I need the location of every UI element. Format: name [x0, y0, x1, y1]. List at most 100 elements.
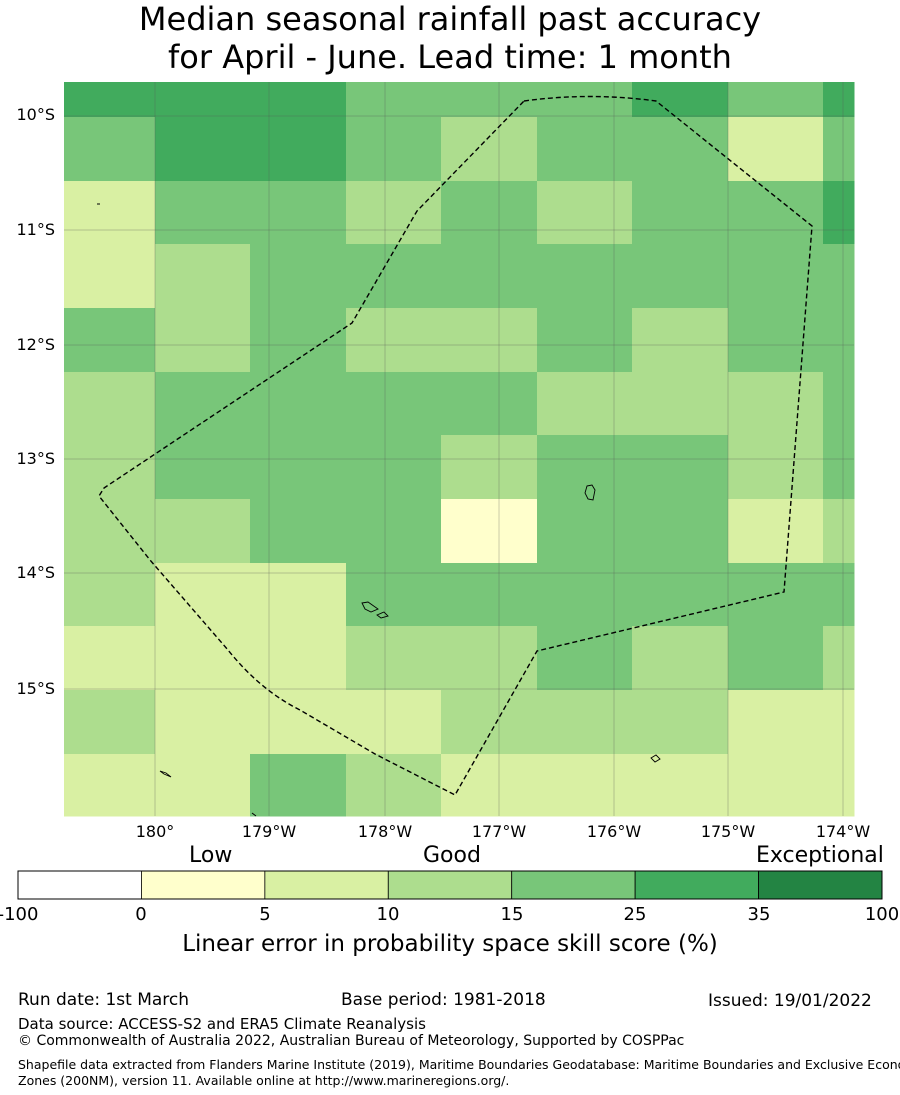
lat-label: 12°S — [16, 335, 55, 354]
colorbar-tick: 100 — [865, 904, 899, 925]
colorbar-bin — [511, 870, 636, 900]
grid-cell — [441, 181, 538, 245]
grid-cell — [155, 244, 251, 309]
colorbar-bin — [387, 870, 513, 900]
grid-cell — [823, 117, 855, 182]
grid-cell — [632, 181, 729, 245]
grid-cell — [537, 754, 633, 817]
grid-cell — [346, 308, 442, 373]
grid-cell — [537, 563, 633, 627]
grid-cell — [346, 117, 442, 182]
colorbar-tick: 5 — [259, 904, 270, 925]
shapefile-credit-line-1: Shapefile data extracted from Flanders M… — [18, 1057, 900, 1072]
grid-cell — [64, 690, 156, 755]
grid-cell — [64, 563, 156, 627]
grid-cell — [632, 372, 729, 436]
grid-cell — [346, 435, 442, 500]
grid-cell — [346, 626, 442, 691]
grid-cell — [346, 82, 442, 118]
colorbar-title: Linear error in probability space skill … — [182, 931, 718, 957]
title-line-2: for April - June. Lead time: 1 month — [168, 38, 732, 76]
island-icon — [376, 611, 389, 619]
lon-label: 179°W — [242, 822, 297, 841]
grid-cell — [441, 563, 538, 627]
lon-label: 174°W — [816, 822, 871, 841]
grid-cell — [155, 499, 251, 564]
colorbar-tick: -100 — [0, 904, 38, 925]
grid-cell — [537, 308, 633, 373]
lon-label: 176°W — [587, 822, 642, 841]
grid-cell — [441, 82, 538, 118]
grid-cell — [250, 499, 347, 564]
grid-cell — [728, 244, 824, 309]
colorbar — [17, 870, 883, 900]
grid-cell — [155, 563, 251, 627]
chart-title: Median seasonal rainfall past accuracy f… — [0, 0, 900, 76]
colorbar-tick: 10 — [377, 904, 400, 925]
grid-cell — [250, 372, 347, 436]
shapefile-credit-line-2: Zones (200NM), version 11. Available onl… — [18, 1073, 510, 1088]
lat-label: 11°S — [16, 220, 55, 239]
grid-cell — [155, 181, 251, 245]
grid-cell — [823, 82, 855, 118]
grid-cell — [823, 626, 855, 691]
grid-cell — [632, 563, 729, 627]
grid-cell — [441, 244, 538, 309]
colorbar-tick: 35 — [748, 904, 771, 925]
grid-cell — [250, 244, 347, 309]
run-date: Run date: 1st March — [18, 990, 190, 1010]
grid-cell — [632, 244, 729, 309]
legend-exceptional: Exceptional — [756, 843, 884, 868]
grid-cell — [250, 754, 347, 817]
grid-cell — [64, 117, 156, 182]
grid-cell — [823, 499, 855, 564]
grid-cell — [632, 499, 729, 564]
grid-cell — [823, 308, 855, 373]
grid-cell — [823, 690, 855, 755]
grid-cell — [155, 117, 251, 182]
grid-cell — [250, 82, 347, 118]
lat-label: 15°S — [16, 679, 55, 698]
lon-label: 177°W — [472, 822, 527, 841]
grid-cell — [441, 435, 538, 500]
grid-cell — [728, 499, 824, 564]
island-icon — [251, 812, 257, 817]
colorbar-bin — [758, 870, 883, 900]
grid-cell — [250, 117, 347, 182]
lat-label: 13°S — [16, 449, 55, 468]
grid-cell — [728, 372, 824, 436]
title-line-1: Median seasonal rainfall past accuracy — [138, 0, 762, 38]
lon-label: 178°W — [358, 822, 413, 841]
grid-cell — [64, 754, 156, 817]
colorbar-bin — [634, 870, 759, 900]
grid-cell — [441, 754, 538, 817]
grid-cell — [346, 754, 442, 817]
grid-cell — [346, 372, 442, 436]
grid-cell — [64, 308, 156, 373]
island-icon — [159, 770, 172, 778]
grid-cell — [250, 308, 347, 373]
grid-cell — [64, 181, 156, 245]
grid-cell — [823, 435, 855, 500]
grid-cell — [250, 181, 347, 245]
issued-date: Issued: 19/01/2022 — [708, 991, 872, 1011]
lon-label: 180° — [136, 822, 175, 841]
lat-label: 14°S — [16, 563, 55, 582]
island-icon — [361, 601, 379, 613]
grid-cell — [728, 117, 824, 182]
lon-label: 175°W — [701, 822, 756, 841]
grid-cell — [537, 181, 633, 245]
grid-cell — [632, 308, 729, 373]
data-source: Data source: ACCESS-S2 and ERA5 Climate … — [18, 1015, 426, 1033]
grid-cell — [728, 626, 824, 691]
colorbar-frame — [17, 870, 883, 900]
grid-cell — [537, 117, 633, 182]
grid-cell — [64, 626, 156, 691]
grid-cell — [537, 690, 633, 755]
grid-cell — [823, 754, 855, 817]
grid-cell — [441, 690, 538, 755]
grid-cell — [250, 626, 347, 691]
grid-cell — [441, 372, 538, 436]
grid-cell — [537, 499, 633, 564]
